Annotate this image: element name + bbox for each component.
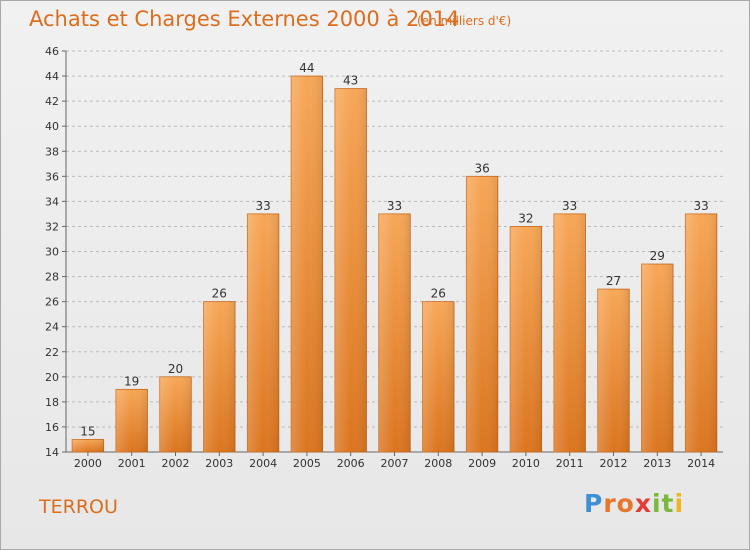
bar-shade [115, 389, 148, 452]
data-label: 15 [80, 424, 95, 438]
x-tick-label: 2011 [556, 457, 584, 470]
x-tick-label: 2001 [118, 457, 146, 470]
x-tick-label: 2010 [512, 457, 540, 470]
x-tick-label: 2005 [293, 457, 321, 470]
logo-letter: x [634, 489, 652, 518]
x-tick-label: 2014 [687, 457, 715, 470]
chart-subtitle: (en milliers d'€) [417, 14, 512, 28]
data-label: 32 [518, 211, 533, 225]
bar-shade [159, 376, 192, 452]
x-tick-label: 2013 [643, 457, 671, 470]
x-tick-label: 2003 [205, 457, 233, 470]
y-tick-label: 26 [45, 296, 59, 309]
y-tick-label: 14 [45, 446, 59, 459]
bar-shade [641, 264, 674, 452]
data-label: 33 [693, 199, 708, 213]
logo-letter: P [584, 489, 604, 518]
x-tick-label: 2009 [468, 457, 496, 470]
data-label: 43 [343, 74, 358, 88]
y-tick-label: 38 [45, 145, 59, 158]
data-label: 33 [387, 199, 402, 213]
bar-shade [510, 226, 542, 452]
y-tick-label: 20 [45, 371, 59, 384]
x-tick-label: 2007 [381, 457, 409, 470]
x-tick-label: 2000 [74, 457, 102, 470]
bar-shade [378, 213, 411, 452]
bar-shade [291, 76, 323, 452]
bar-shade [597, 289, 630, 452]
bar-shade [72, 439, 104, 452]
y-tick-label: 46 [45, 45, 59, 58]
bars [71, 75, 718, 453]
y-tick-label: 30 [45, 246, 59, 259]
y-tick-label: 24 [45, 321, 59, 334]
bar-shade [466, 176, 498, 452]
y-tick-label: 16 [45, 421, 59, 434]
y-tick-label: 44 [45, 70, 59, 83]
data-label: 27 [606, 274, 621, 288]
data-label: 44 [299, 61, 314, 75]
y-tick-label: 40 [45, 120, 59, 133]
bar-shade [553, 213, 586, 452]
y-tick-label: 22 [45, 346, 59, 359]
proxiti-logo[interactable]: Proxiti [584, 489, 684, 518]
x-tick-label: 2004 [249, 457, 277, 470]
data-label: 20 [168, 362, 183, 376]
logo-letter: ro [603, 489, 635, 518]
y-tick-label: 36 [45, 170, 59, 183]
y-tick-label: 32 [45, 220, 59, 233]
x-tick-label: 2002 [162, 457, 190, 470]
y-tick-label: 18 [45, 396, 59, 409]
axes: 14 16 18 20 22 24 26 28 30 32 34 36 38 40 42 44 46 2000 20… [45, 45, 723, 470]
logo-letter: it [651, 489, 675, 518]
chart-title: Achats et Charges Externes 2000 à 2014 [29, 7, 460, 31]
y-tick-label: 34 [45, 195, 59, 208]
x-tick-label: 2008 [424, 457, 452, 470]
bar-shade [334, 88, 367, 452]
bar-shade [203, 301, 236, 452]
data-label: 19 [124, 374, 139, 388]
y-tick-label: 42 [45, 95, 59, 108]
data-label: 29 [650, 249, 665, 263]
data-labels: 15 19 20 26 33 44 43 33 26 36 32 33 27 29 33 [80, 61, 708, 438]
y-tick-label: 28 [45, 271, 59, 284]
bar-shade [247, 213, 279, 452]
bar-shade [422, 301, 455, 452]
data-label: 33 [255, 199, 270, 213]
data-label: 26 [431, 287, 446, 301]
data-label: 26 [212, 287, 227, 301]
x-tick-label: 2012 [600, 457, 628, 470]
data-label: 36 [474, 161, 489, 175]
logo-letter: i [674, 489, 685, 518]
commune-name: TERROU [39, 496, 118, 518]
data-label: 33 [562, 199, 577, 213]
x-tick-label: 2006 [337, 457, 365, 470]
bar-shade [685, 213, 717, 452]
